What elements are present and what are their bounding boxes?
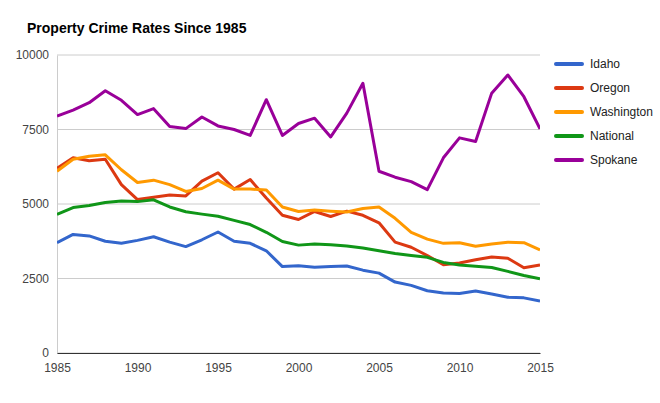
x-tick: 2005	[366, 353, 393, 375]
y-tick-label: 10000	[16, 48, 50, 62]
title: Property Crime Rates Since 1985	[27, 20, 247, 36]
x-axis: 1985 1990 1995 2000 2005 2010 2015	[44, 353, 554, 375]
x-tick-label: 2005	[366, 361, 393, 375]
legend-label: National	[590, 129, 634, 143]
x-axis-line	[58, 353, 541, 354]
series-line	[57, 75, 540, 190]
y-tick: 0	[42, 346, 57, 360]
x-tick: 1995	[205, 353, 232, 375]
grid-line	[57, 278, 540, 279]
x-tick: 2010	[447, 353, 474, 375]
y-tick: 2500	[22, 272, 57, 286]
x-tick-label: 2015	[527, 361, 554, 375]
y-axis: 0 2500 5000 7500 10000	[16, 48, 58, 360]
legend-item: Spokane	[556, 153, 638, 167]
grid-line	[57, 353, 540, 354]
y-axis-line	[57, 56, 58, 354]
grid	[57, 55, 540, 353]
legend-label: Oregon	[590, 81, 630, 95]
x-tick: 2015	[527, 353, 554, 375]
grid-line	[57, 55, 540, 56]
legend-label: Washington	[590, 105, 653, 119]
x-tick: 2000	[286, 353, 313, 375]
legend-item: Washington	[556, 105, 653, 119]
x-tick-label: 2000	[286, 361, 313, 375]
legend-item: Idaho	[556, 57, 620, 71]
x-tick: 1985	[44, 353, 71, 375]
x-tick-label: 1990	[125, 361, 152, 375]
y-tick-label: 5000	[22, 197, 49, 211]
legend-swatch	[556, 134, 582, 138]
y-tick-label: 2500	[22, 272, 49, 286]
x-tick-label: 1985	[44, 361, 71, 375]
y-tick-label: 7500	[22, 123, 49, 137]
y-tick: 10000	[16, 48, 57, 62]
legend-item: Oregon	[556, 81, 630, 95]
legend-swatch	[556, 158, 582, 162]
legend-label: Spokane	[590, 153, 638, 167]
grid-line	[57, 129, 540, 130]
legend: Idaho Oregon Washington National Spokane	[556, 57, 653, 167]
x-tick-label: 1995	[205, 361, 232, 375]
x-tick: 1990	[125, 353, 152, 375]
x-tick-label: 2010	[447, 361, 474, 375]
legend-swatch	[556, 110, 582, 114]
plot-area	[57, 75, 540, 301]
series-line	[57, 200, 540, 279]
legend-swatch	[556, 86, 582, 90]
legend-swatch	[556, 62, 582, 66]
y-tick-label: 0	[42, 346, 49, 360]
legend-item: National	[556, 129, 634, 143]
grid-line	[57, 204, 540, 205]
y-tick: 5000	[22, 197, 57, 211]
legend-label: Idaho	[590, 57, 620, 71]
y-tick: 7500	[22, 123, 57, 137]
chart: Property Crime Rates Since 1985 0 2500 5000…	[0, 0, 660, 403]
